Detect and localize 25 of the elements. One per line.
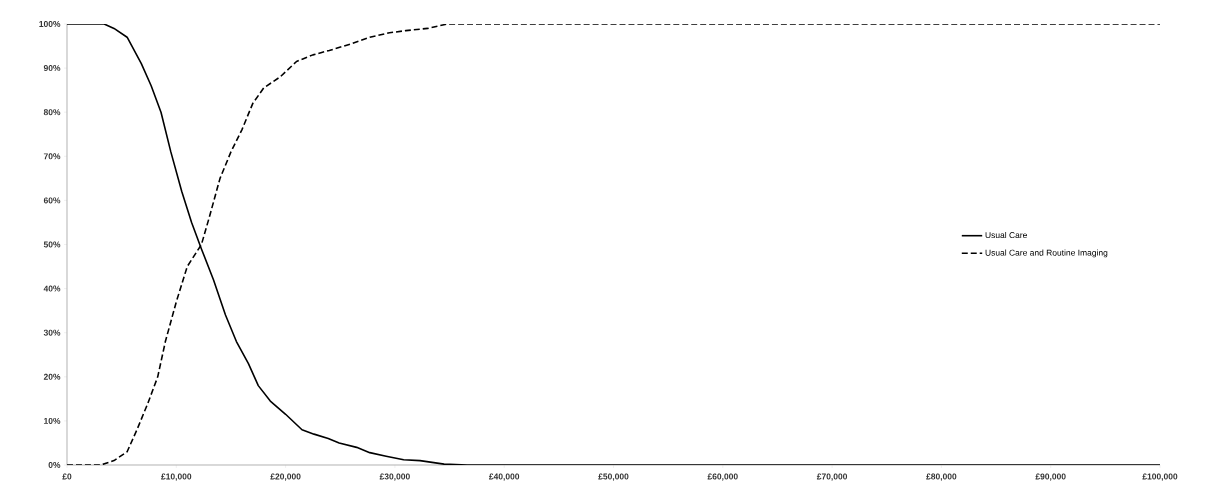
x-tick-label: £30,000 (379, 473, 410, 481)
y-tick-label: 70% (43, 153, 61, 160)
x-tick-label: £80,000 (926, 473, 957, 481)
x-tick-label: £100,000 (1142, 473, 1178, 481)
y-tick-label: 100% (39, 21, 61, 27)
x-tick-label: £10,000 (161, 473, 192, 481)
y-tick-label: 20% (43, 373, 61, 380)
y-tick-label: 10% (44, 417, 61, 424)
y-tick-label: 30% (43, 329, 61, 336)
x-tick-label: £20,000 (270, 473, 301, 481)
y-tick-label: 90% (43, 65, 61, 72)
x-tick-label: £50,000 (598, 473, 629, 481)
line-series (67, 24, 1161, 465)
y-tick-label: 60% (43, 197, 61, 204)
y-tick-label: 80% (43, 109, 61, 116)
legend-label: Usual Care (985, 231, 1027, 239)
x-tick-label: £0 (62, 473, 72, 480)
x-tick-label: £60,000 (707, 473, 738, 481)
y-tick-label: 40% (43, 285, 61, 292)
x-tick-label: £40,000 (488, 473, 520, 481)
x-tick-label: £90,000 (1035, 473, 1066, 481)
y-tick-label: 0% (48, 462, 61, 468)
x-tick-label: £70,000 (816, 473, 848, 481)
y-tick-label: 50% (43, 241, 61, 248)
legend-label: Usual Care and Routine Imaging (985, 249, 1108, 258)
